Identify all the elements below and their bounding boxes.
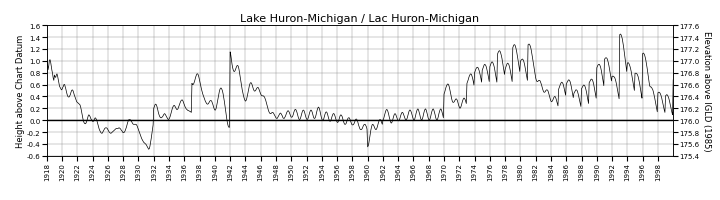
Y-axis label: Elevation above IGLD (1985): Elevation above IGLD (1985) bbox=[703, 31, 711, 151]
Y-axis label: Height above Chart Datum: Height above Chart Datum bbox=[17, 35, 25, 147]
Title: Lake Huron-Michigan / Lac Huron-Michigan: Lake Huron-Michigan / Lac Huron-Michigan bbox=[240, 14, 480, 24]
